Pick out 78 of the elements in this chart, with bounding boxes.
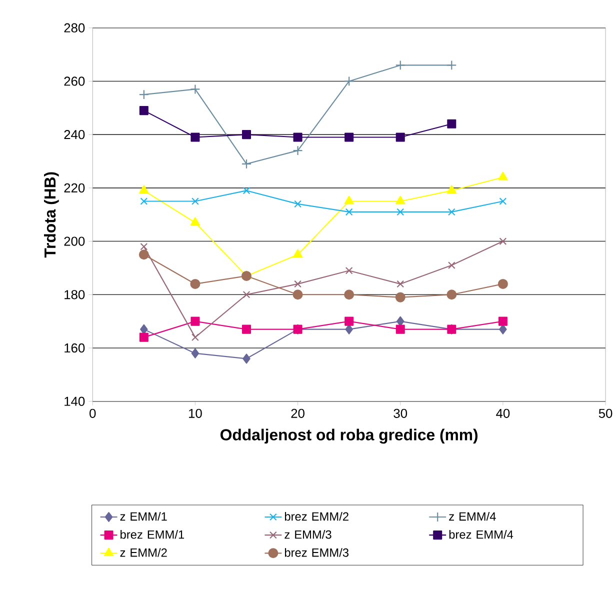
- point: [446, 185, 456, 194]
- point: [499, 324, 507, 335]
- point: [344, 132, 354, 142]
- x-tick-label: 10: [189, 409, 202, 418]
- point: [192, 334, 199, 342]
- point: [499, 238, 507, 246]
- point: [190, 217, 200, 226]
- y-tick-label: 220: [64, 184, 85, 193]
- point: [242, 354, 250, 364]
- x-tick-label: 20: [291, 409, 304, 418]
- point: [139, 333, 148, 342]
- point: [396, 132, 405, 142]
- point: [447, 120, 456, 129]
- point: [242, 130, 252, 140]
- point: [344, 317, 354, 326]
- legend-label: brez EMM/4: [449, 530, 514, 540]
- point: [191, 348, 200, 359]
- point: [292, 290, 303, 300]
- point: [499, 198, 507, 206]
- point: [344, 76, 354, 86]
- point: [345, 324, 353, 335]
- point: [190, 279, 200, 290]
- point: [140, 243, 148, 251]
- point: [396, 208, 404, 216]
- y-tick-label: 180: [64, 290, 85, 300]
- point: [396, 280, 404, 288]
- point: [293, 132, 302, 142]
- point: [344, 290, 354, 300]
- point: [395, 60, 406, 70]
- y-tick-label: 240: [64, 130, 85, 140]
- point: [138, 250, 149, 260]
- x-axis-title: Oddaljenost od roba gredice (mm): [220, 429, 478, 444]
- x-tick-label: 0: [90, 409, 96, 418]
- point: [242, 291, 250, 299]
- point: [190, 84, 200, 94]
- point: [192, 198, 199, 206]
- point: [190, 317, 200, 326]
- point: [294, 280, 302, 288]
- y-tick-label: 160: [64, 344, 85, 353]
- legend-label: z EMM/1: [120, 512, 167, 521]
- point: [498, 317, 508, 326]
- legend-label: brez EMM/1: [120, 530, 184, 540]
- point: [446, 290, 457, 300]
- point: [498, 279, 508, 290]
- point: [190, 132, 200, 142]
- point: [138, 90, 149, 100]
- point: [140, 198, 148, 206]
- x-tick-label: 40: [496, 409, 510, 418]
- point: [446, 60, 457, 70]
- y-tick-label: 200: [64, 236, 85, 246]
- y-axis-title: Trdota (HB): [44, 172, 59, 258]
- point: [396, 325, 405, 334]
- point: [396, 196, 406, 205]
- y-tick-label: 140: [64, 397, 85, 406]
- point: [345, 208, 353, 216]
- legend-label: z EMM/4: [449, 512, 496, 521]
- point: [139, 185, 149, 194]
- legend-label: z EMM/3: [284, 530, 332, 540]
- point: [139, 106, 148, 116]
- point: [395, 292, 406, 303]
- point: [242, 187, 250, 195]
- point: [242, 325, 252, 334]
- point: [345, 267, 353, 275]
- y-tick-label: 260: [64, 76, 85, 86]
- x-tick-label: 50: [598, 409, 612, 418]
- y-tick-label: 280: [64, 24, 85, 33]
- legend-label: brez EMM/2: [284, 512, 348, 521]
- point: [498, 172, 508, 181]
- legend-label: brez EMM/3: [284, 548, 349, 558]
- point: [448, 262, 456, 270]
- point: [292, 146, 303, 156]
- point: [241, 159, 252, 170]
- point: [292, 249, 303, 258]
- x-tick-label: 30: [394, 409, 408, 418]
- point: [294, 200, 302, 208]
- point: [448, 208, 456, 216]
- point: [344, 196, 354, 205]
- legend-label: z EMM/2: [120, 548, 167, 558]
